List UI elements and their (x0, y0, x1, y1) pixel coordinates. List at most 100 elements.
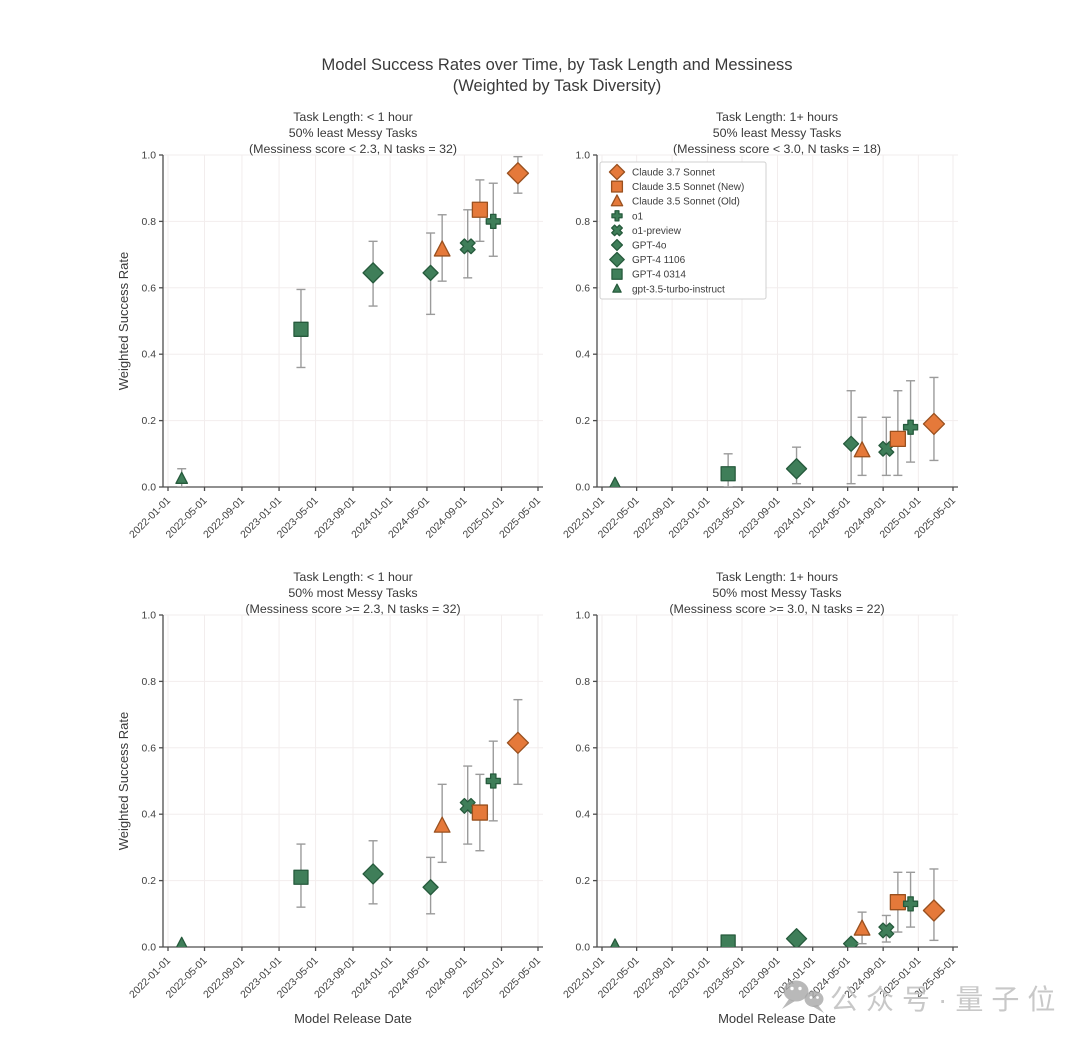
y-tick-label: 1.0 (142, 611, 157, 622)
y-tick-label: 0.8 (576, 217, 591, 228)
marker-gpt-3-5-turbo-instruct (175, 471, 189, 484)
subplot-top-right-title-2: 50% least Messy Tasks (713, 126, 842, 140)
subplot-top-left-title-2: 50% least Messy Tasks (289, 126, 418, 140)
y-tick-label: 0.4 (142, 810, 157, 821)
y-tick-label: 0.4 (576, 350, 591, 361)
subplot-top-right-title-3: (Messiness score < 3.0, N tasks = 18) (673, 142, 881, 156)
subplot-bottom-right-title-1: Task Length: 1+ hours (716, 570, 838, 584)
subplot-bottom-left-title-2: 50% most Messy Tasks (288, 586, 417, 600)
marker-o1-preview (459, 238, 476, 255)
data-layer (609, 376, 946, 487)
y-tick-label: 0.0 (576, 483, 591, 494)
legend-marker-gpt-4-1106 (609, 251, 625, 268)
marker-claude-3-5-sonnet-new (471, 201, 489, 218)
marker-claude-3-5-sonnet-new (889, 894, 907, 911)
legend: Claude 3.7 Sonnet Claude 3.5 Sonnet (New)… (599, 161, 767, 300)
legend-marker-claude-3-5-sonnet-new (610, 180, 624, 193)
marker-gpt-3-5-turbo-instruct (175, 936, 188, 947)
marker-gpt-4o (842, 435, 860, 452)
marker-o1-preview (878, 922, 895, 939)
marker-gpt-4-0314 (293, 869, 309, 885)
marker-gpt-4-1106 (362, 262, 384, 284)
marker-claude-3-7-sonnet (922, 412, 946, 436)
watermark: 公众号·量子位 (782, 980, 1063, 1015)
y-axis-label-top: Weighted Success Rate (116, 252, 131, 391)
subplot-bottom-left-title-3: (Messiness score >= 2.3, N tasks = 32) (245, 602, 460, 616)
data-layer (175, 698, 530, 947)
legend-marker-gpt-4o (610, 238, 624, 252)
marker-claude-3-7-sonnet (506, 162, 530, 185)
y-tick-label: 0.4 (576, 810, 591, 821)
legend-label-o1: o1 (632, 211, 644, 222)
marker-gpt-4-0314 (293, 321, 309, 337)
x-axis-label-left: Model Release Date (294, 1011, 412, 1026)
marker-claude-3-5-sonnet-new (471, 804, 489, 821)
marker-gpt-3-5-turbo-instruct (610, 938, 620, 947)
y-tick-label: 0.2 (142, 416, 157, 427)
y-tick-label: 0.6 (576, 283, 591, 294)
subplot-top-left: 2022-01-012022-05-012022-09-012023-01-01… (128, 151, 544, 541)
subplot-bottom-right-title-2: 50% most Messy Tasks (712, 586, 841, 600)
legend-label-claude-3-7-sonnet: Claude 3.7 Sonnet (632, 168, 715, 179)
legend-marker-claude-3-7-sonnet (608, 163, 626, 181)
marker-gpt-4-1106 (785, 928, 808, 947)
y-tick-label: 0.0 (576, 943, 591, 954)
marker-claude-3-5-sonnet-old (853, 441, 871, 458)
marker-claude-3-5-sonnet-old (433, 240, 451, 257)
marker-gpt-4o (422, 879, 439, 896)
marker-claude-3-5-sonnet-old (433, 816, 451, 833)
wechat-icon (782, 980, 824, 1013)
x-axis-label-right: Model Release Date (718, 1011, 836, 1026)
y-tick-label: 0.6 (142, 283, 157, 294)
subplot-bottom-left: 2022-01-012022-05-012022-09-012023-01-01… (128, 611, 544, 1001)
legend-label-o1-preview: o1-preview (632, 226, 682, 237)
legend-label-gpt-4-0314: GPT-4 0314 (632, 270, 686, 281)
marker-claude-3-7-sonnet (922, 899, 946, 922)
y-tick-label: 0.8 (576, 677, 591, 688)
subplot-bottom-right: 2022-01-012022-05-012022-09-012023-01-01… (562, 611, 959, 1001)
legend-label-claude-3-5-sonnet-old: Claude 3.5 Sonnet (Old) (632, 197, 740, 208)
marker-gpt-4-0314 (720, 934, 736, 947)
marker-gpt-4o (422, 264, 439, 282)
figure-title-line2: (Weighted by Task Diversity) (453, 77, 661, 95)
figure-title-line1: Model Success Rates over Time, by Task L… (321, 56, 792, 74)
watermark-text: 公众号·量子位 (830, 984, 1063, 1015)
y-tick-label: 0.4 (142, 350, 157, 361)
legend-label-gpt-3-5-turbo-instruct: gpt-3.5-turbo-instruct (632, 284, 725, 295)
legend-box (599, 161, 767, 300)
y-axis-label-bottom: Weighted Success Rate (116, 712, 131, 851)
legend-label-gpt-4-1106: GPT-4 1106 (632, 255, 686, 266)
marker-o1 (902, 419, 919, 435)
subplot-bottom-left-title-1: Task Length: < 1 hour (293, 570, 413, 584)
y-tick-label: 0.2 (576, 416, 591, 427)
marker-claude-3-7-sonnet (506, 731, 530, 754)
y-tick-label: 1.0 (576, 151, 591, 162)
legend-marker-gpt-3-5-turbo-instruct (612, 283, 622, 293)
marker-claude-3-5-sonnet-old (853, 919, 871, 936)
marker-gpt-3-5-turbo-instruct (609, 476, 621, 487)
data-layer (610, 868, 946, 947)
y-tick-label: 0.2 (576, 876, 591, 887)
legend-marker-o1 (611, 210, 623, 222)
legend-marker-o1-preview (611, 224, 623, 237)
marker-gpt-4o (842, 935, 860, 947)
marker-claude-3-5-sonnet-new (889, 430, 907, 448)
y-tick-label: 0.2 (142, 876, 157, 887)
marker-o1 (902, 896, 919, 912)
marker-gpt-4-0314 (720, 466, 736, 482)
y-tick-label: 0.0 (142, 483, 157, 494)
y-tick-label: 1.0 (576, 611, 591, 622)
subplot-top-left-title-1: Task Length: < 1 hour (293, 110, 413, 124)
subplot-top-right-title-1: Task Length: 1+ hours (716, 110, 838, 124)
legend-marker-gpt-4-0314 (611, 268, 623, 280)
marker-gpt-4-1106 (785, 458, 808, 480)
data-layer (175, 155, 530, 487)
legend-marker-claude-3-5-sonnet-old (610, 194, 624, 207)
marker-o1 (485, 773, 501, 789)
marker-gpt-4-1106 (362, 863, 384, 885)
y-tick-label: 0.0 (142, 943, 157, 954)
subplot-bottom-right-title-3: (Messiness score >= 3.0, N tasks = 22) (669, 602, 884, 616)
marker-o1 (485, 213, 501, 230)
